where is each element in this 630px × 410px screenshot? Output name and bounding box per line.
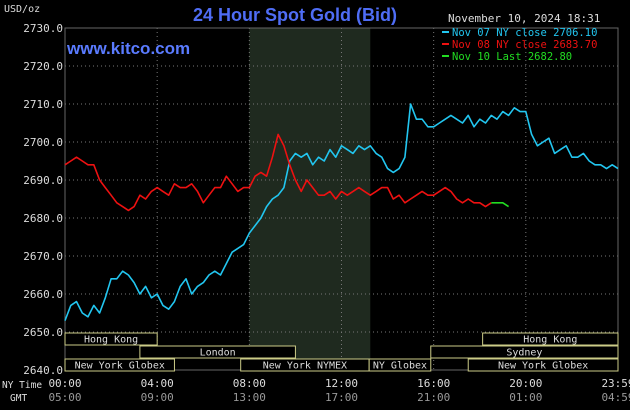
x-tick-ny: 08:00: [233, 377, 266, 390]
session-band: [64, 332, 158, 346]
x-tick-gmt: 21:00: [417, 391, 450, 404]
shaded-session-region: [249, 28, 371, 370]
price-series: [64, 103, 619, 321]
session-label: New York Globex: [498, 361, 588, 372]
gmt-label: GMT: [10, 393, 27, 404]
series-line-2: [64, 133, 492, 212]
x-tick-ny: 12:00: [325, 377, 358, 390]
ny-time-label: NY Time: [2, 380, 42, 391]
x-tick-ny: 04:00: [141, 377, 174, 390]
x-tick-ny: 00:00: [48, 377, 81, 390]
x-tick-ny: 20:00: [509, 377, 542, 390]
y-tick-label: 2710.0: [23, 98, 63, 111]
site-watermark: www.kitco.com: [66, 39, 190, 58]
series-line-3: [491, 202, 510, 208]
x-tick-gmt: 04:59: [601, 391, 630, 404]
session-band: [139, 345, 296, 359]
session-label: Sydney: [506, 348, 542, 359]
session-band: [482, 332, 619, 346]
session-shade: [249, 28, 371, 370]
x-tick-ny: 16:00: [417, 377, 450, 390]
session-label: New York Globex: [75, 361, 165, 372]
y-tick-label: 2640.0: [23, 364, 63, 377]
y-tick-label: 2690.0: [23, 174, 63, 187]
session-label: Hong Kong: [523, 335, 577, 346]
y-tick-label: 2680.0: [23, 212, 63, 225]
series-line-1: [64, 103, 619, 321]
y-tick-label: 2730.0: [23, 22, 63, 35]
session-band: [430, 345, 619, 359]
session-band: [467, 358, 619, 372]
x-tick-ny: 23:59: [601, 377, 630, 390]
x-tick-gmt: 05:00: [48, 391, 81, 404]
chart-date: November 10, 2024 18:31: [448, 12, 600, 25]
y-tick-label: 2720.0: [23, 60, 63, 73]
session-band: [64, 358, 175, 372]
session-label: Hong Kong: [84, 335, 138, 346]
y-tick-label: 2670.0: [23, 250, 63, 263]
x-tick-gmt: 17:00: [325, 391, 358, 404]
chart-title: 24 Hour Spot Gold (Bid): [193, 5, 397, 25]
legend-label: Nov 07 NY close 2706.10: [452, 27, 597, 39]
y-tick-label: 2660.0: [23, 288, 63, 301]
session-bands: Hong Kong London New York Globex New York N…: [64, 332, 619, 372]
x-tick-gmt: 09:00: [141, 391, 174, 404]
session-label: NY Globex: [373, 361, 427, 372]
session-band: [368, 358, 432, 372]
legend-label: Nov 08 NY close 2683.70: [452, 39, 597, 51]
y-tick-label: 2700.0: [23, 136, 63, 149]
legend-label: Nov 10 Last 2682.80: [452, 51, 572, 63]
x-tick-gmt: 13:00: [233, 391, 266, 404]
unit-label: USD/oz: [4, 4, 40, 15]
y-axis-ticks: 2730.0 2720.0 2710.0 2700.0 2690.0 2680.0 2670…: [23, 22, 63, 377]
session-label: New York NYMEX: [263, 361, 347, 372]
y-tick-label: 2650.0: [23, 326, 63, 339]
x-tick-gmt: 01:00: [509, 391, 542, 404]
session-label: London: [200, 348, 236, 359]
